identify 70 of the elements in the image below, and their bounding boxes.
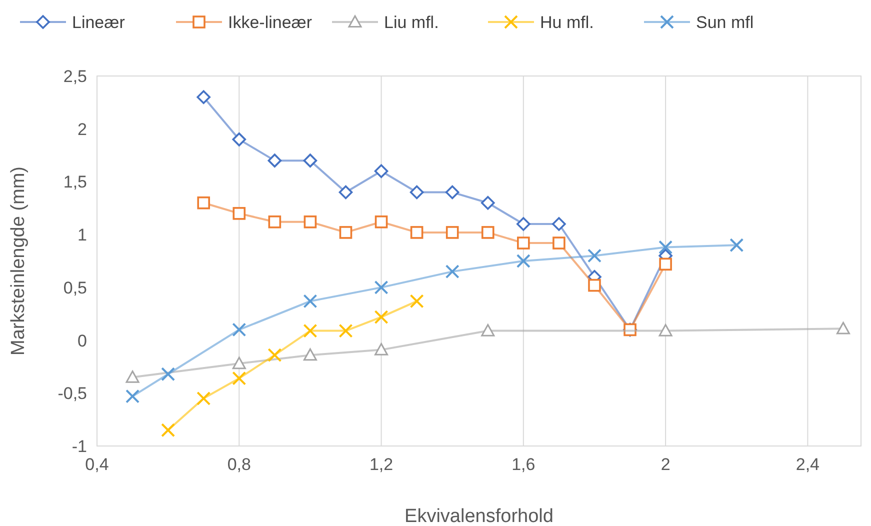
x-tick-label: 0,4 (85, 455, 109, 474)
point (232, 371, 246, 386)
point (197, 196, 210, 210)
point (481, 226, 494, 239)
y-axis-title: Marksteinlengde (mm) (8, 166, 29, 356)
point (658, 240, 673, 254)
point (268, 215, 282, 228)
legend-label: Ikke-lineær (228, 13, 312, 32)
point (232, 322, 246, 337)
point (730, 238, 744, 252)
point (516, 217, 530, 231)
x-tick-label: 0,8 (227, 455, 251, 474)
point (303, 324, 318, 338)
point (374, 343, 388, 356)
point (303, 154, 318, 168)
point (410, 294, 424, 308)
point (445, 264, 460, 279)
point (303, 294, 318, 308)
point (304, 215, 317, 228)
y-tick-label: 0,5 (63, 278, 87, 298)
point (338, 324, 353, 338)
x-tick-label: 2 (660, 455, 670, 474)
point (196, 391, 211, 406)
point (552, 236, 566, 250)
point (480, 196, 495, 210)
point (232, 356, 246, 370)
point (552, 217, 566, 231)
y-tick-label: -0,5 (58, 384, 87, 404)
y-tick-label: 2 (78, 120, 87, 139)
point (446, 226, 459, 239)
point (196, 90, 211, 104)
point (303, 348, 317, 361)
y-tick-label: 1,5 (63, 172, 87, 192)
point (338, 185, 353, 200)
y-tick-label: 0 (78, 331, 87, 350)
point (517, 236, 530, 250)
point (410, 185, 424, 200)
legend-label: Hu mfl. (540, 13, 594, 32)
point (232, 132, 246, 146)
point (516, 254, 530, 268)
point (232, 207, 246, 220)
y-tick-label: 1 (78, 226, 87, 245)
x-tick-label: 1,6 (512, 455, 536, 474)
point (126, 370, 140, 383)
point (268, 154, 282, 168)
legend-label: Lineær (72, 13, 126, 32)
y-tick-label: -1 (72, 437, 87, 456)
point (659, 258, 672, 271)
point (410, 226, 424, 239)
point (588, 278, 601, 292)
x-axis-title: Ekvivalensforhold (404, 506, 554, 526)
point (445, 185, 460, 200)
point (374, 164, 388, 178)
legend-label: Liu mfl. (384, 13, 439, 32)
point (374, 215, 388, 228)
point (268, 348, 282, 362)
point (126, 389, 140, 404)
y-tick-label: 2,5 (63, 67, 87, 86)
point (161, 423, 176, 438)
point (658, 324, 672, 336)
point (836, 322, 850, 334)
legend-label: Sun mfl (696, 13, 754, 32)
x-tick-label: 1,2 (369, 455, 394, 474)
point (161, 367, 176, 382)
point (374, 310, 388, 324)
point (481, 324, 495, 336)
x-tick-label: 2,4 (796, 455, 820, 474)
point (374, 280, 388, 294)
point (339, 226, 352, 239)
point (587, 248, 602, 263)
